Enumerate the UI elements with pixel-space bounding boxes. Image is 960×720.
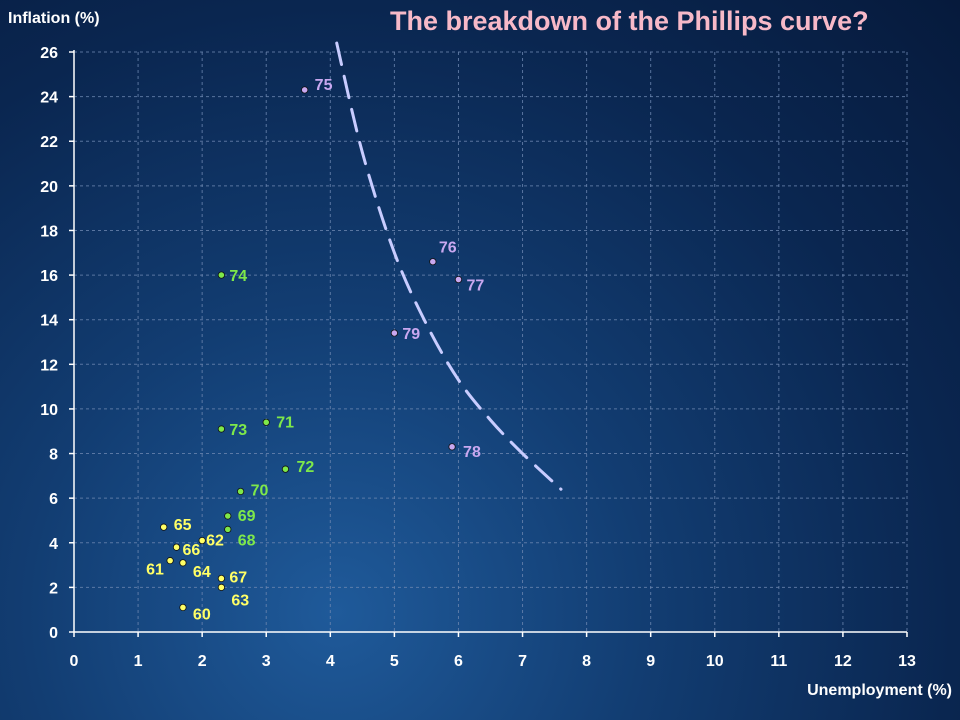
- data-label-70: 70: [251, 482, 269, 499]
- data-label-76: 76: [439, 240, 457, 257]
- x-tick-label: 6: [454, 653, 463, 670]
- data-label-63: 63: [231, 592, 249, 609]
- data-label-62: 62: [206, 533, 224, 550]
- data-label-60: 60: [193, 606, 211, 623]
- data-point-75: [301, 86, 309, 94]
- data-point-63: [217, 583, 225, 591]
- data-point-70: [237, 487, 245, 496]
- data-point-65: [160, 523, 168, 531]
- data-point-61: [166, 557, 174, 565]
- x-tick-label: 0: [70, 653, 79, 670]
- data-point-62: [198, 536, 206, 545]
- data-point-68: [224, 525, 232, 533]
- y-tick-label: 12: [40, 357, 58, 374]
- data-point-77: [454, 275, 463, 284]
- data-label-74: 74: [229, 268, 247, 285]
- y-tick-label: 14: [40, 313, 58, 330]
- y-tick-label: 6: [49, 491, 58, 508]
- y-tick-label: 2: [49, 580, 58, 597]
- data-point-71: [262, 418, 270, 426]
- x-tick-label: 8: [582, 653, 591, 670]
- y-tick-label: 26: [40, 45, 58, 62]
- y-tick-label: 8: [49, 447, 58, 464]
- data-label-61: 61: [146, 562, 164, 579]
- y-tick-label: 18: [40, 223, 58, 240]
- data-label-69: 69: [238, 508, 256, 525]
- data-label-72: 72: [296, 459, 314, 476]
- data-label-65: 65: [174, 517, 192, 534]
- data-label-67: 67: [229, 569, 247, 586]
- y-tick-label: 20: [40, 179, 58, 196]
- x-axis-title: Unemployment (%): [807, 682, 952, 699]
- data-point-76: [429, 258, 437, 266]
- y-tick-label: 4: [49, 536, 58, 553]
- x-tick-label: 1: [134, 653, 143, 670]
- data-label-78: 78: [463, 444, 481, 461]
- x-tick-label: 13: [898, 653, 916, 670]
- data-point-64: [179, 559, 187, 567]
- data-point-73: [217, 425, 225, 433]
- y-tick-label: 22: [40, 134, 58, 151]
- data-label-79: 79: [402, 326, 420, 343]
- x-tick-label: 2: [198, 653, 207, 670]
- x-tick-label: 3: [262, 653, 271, 670]
- data-point-78: [448, 443, 456, 451]
- phillips-curve-dashed-line: [335, 41, 563, 491]
- data-point-66: [172, 543, 181, 551]
- data-point-79: [390, 329, 398, 337]
- x-tick-label: 9: [646, 653, 655, 670]
- data-label-64: 64: [193, 564, 211, 581]
- x-tick-label: 7: [518, 653, 527, 670]
- y-axis-title: Inflation (%): [8, 10, 100, 27]
- x-tick-label: 12: [834, 653, 852, 670]
- x-tick-label: 5: [390, 653, 399, 670]
- data-point-69: [224, 512, 232, 520]
- data-point-74: [217, 271, 225, 279]
- data-label-73: 73: [229, 422, 247, 439]
- x-tick-label: 11: [770, 653, 787, 670]
- data-label-66: 66: [183, 542, 201, 559]
- data-label-75: 75: [315, 77, 333, 94]
- data-point-72: [281, 465, 290, 473]
- chart-title: The breakdown of the Phillips curve?: [390, 6, 869, 36]
- x-tick-label: 4: [326, 653, 335, 670]
- data-label-71: 71: [276, 414, 294, 431]
- data-point-67: [217, 574, 225, 583]
- y-tick-label: 16: [40, 268, 58, 285]
- y-tick-label: 10: [40, 402, 58, 419]
- data-point-60: [179, 603, 187, 612]
- x-tick-label: 10: [706, 653, 724, 670]
- data-label-68: 68: [238, 532, 256, 549]
- y-tick-label: 0: [49, 625, 58, 642]
- y-tick-label: 24: [40, 90, 58, 107]
- data-label-77: 77: [466, 278, 484, 295]
